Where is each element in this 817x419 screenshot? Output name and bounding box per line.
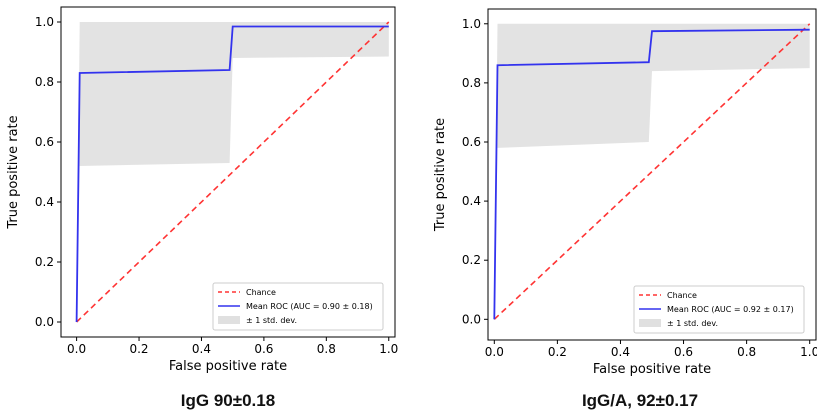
- y-tick-label: 0.2: [462, 253, 481, 267]
- legend-label: Mean ROC (AUC = 0.92 ± 0.17): [667, 305, 794, 314]
- legend-swatch-band: [639, 319, 661, 327]
- mean-roc-line: [75, 25, 389, 323]
- x-tick-label: 1.0: [379, 342, 398, 356]
- y-tick-label: 0.8: [35, 75, 54, 89]
- legend-label: ± 1 std. dev.: [246, 316, 297, 325]
- x-axis-label: False positive rate: [169, 359, 287, 374]
- legend-box: [633, 285, 805, 334]
- y-axis-label: True positive rate: [433, 118, 448, 232]
- y-axis-label: True positive rate: [6, 115, 21, 229]
- legend-label: Mean ROC (AUC = 0.90 ± 0.18): [246, 302, 373, 311]
- y-tick-label: 0.8: [462, 76, 481, 90]
- chart-caption-igga: IgG/A, 92±0.17: [581, 391, 699, 410]
- legend-label: Chance: [246, 288, 276, 297]
- x-tick-label: 0.0: [67, 342, 86, 356]
- chance-line: [76, 21, 390, 323]
- x-tick-label: 1.0: [800, 345, 817, 359]
- legend: Chance Mean ROC (AUC = 0.92 ± 0.17) ± 1 st…: [633, 285, 805, 334]
- x-tick-label: 0.4: [192, 342, 211, 356]
- legend: Chance Mean ROC (AUC = 0.90 ± 0.18) ± 1 st…: [212, 282, 384, 331]
- plot-frame: [60, 6, 396, 338]
- x-tick-label: 0.6: [674, 345, 693, 359]
- legend-swatch-band: [218, 316, 240, 324]
- y-tick-label: 0.4: [35, 195, 54, 209]
- std-band: [76, 22, 389, 322]
- legend-box: [212, 282, 384, 331]
- legend-label: ± 1 std. dev.: [667, 319, 718, 328]
- y-tick-label: 0.0: [462, 312, 481, 326]
- y-tick-label: 1.0: [462, 17, 481, 31]
- x-tick-label: 0.4: [611, 345, 630, 359]
- x-tick-label: 0.8: [317, 342, 336, 356]
- chance-line: [493, 23, 811, 320]
- plot-frame: [487, 8, 817, 341]
- y-tick-label: 1.0: [35, 15, 54, 29]
- roc-chart-0: 0.0 0.2 0.4 0.6 0.8 1.0 0.0 0.2 0.4 0.6 0.8 1.0 Fals…: [6, 6, 398, 374]
- y-tick-label: 0.2: [35, 255, 54, 269]
- mean-roc-line: [493, 28, 810, 320]
- x-tick-label: 0.2: [548, 345, 567, 359]
- roc-chart-1: 0.0 0.2 0.4 0.6 0.8 1.0 0.0 0.2 0.4 0.6 0.8 1.0 Fals…: [433, 8, 817, 377]
- y-tick-label: 0.0: [35, 315, 54, 329]
- x-axis-label: False positive rate: [593, 362, 711, 377]
- y-tick-label: 0.6: [35, 135, 54, 149]
- x-tick-label: 0.8: [737, 345, 756, 359]
- y-tick-label: 0.4: [462, 194, 481, 208]
- x-tick-label: 0.0: [485, 345, 504, 359]
- x-tick-label: 0.2: [129, 342, 148, 356]
- chart-caption-igg: IgG 90±0.18: [180, 391, 276, 410]
- legend-label: Chance: [667, 291, 697, 300]
- std-band: [494, 23, 810, 320]
- y-tick-label: 0.6: [462, 135, 481, 149]
- x-tick-label: 0.6: [254, 342, 273, 356]
